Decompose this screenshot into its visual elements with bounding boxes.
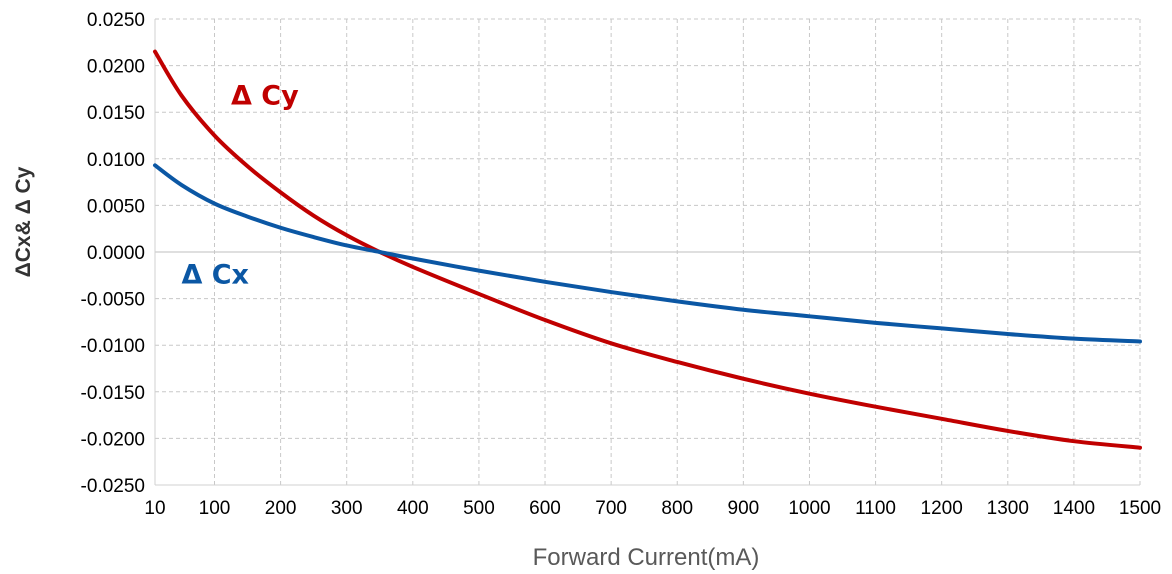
x-tick-label: 100 bbox=[199, 498, 231, 519]
series-label: Δ Cy bbox=[231, 81, 299, 112]
x-tick-label: 500 bbox=[463, 498, 495, 519]
y-tick-label: -0.0150 bbox=[81, 383, 145, 404]
x-tick-label: 700 bbox=[595, 498, 627, 519]
y-tick-label: 0.0200 bbox=[87, 57, 145, 78]
y-tick-label: 0.0250 bbox=[87, 10, 145, 31]
x-tick-labels: 10 100 200 300 400 500 600 700 800 900 1000 1100 120… bbox=[144, 498, 1161, 519]
x-tick-label: 1100 bbox=[855, 498, 896, 519]
x-tick-label: 900 bbox=[728, 498, 760, 519]
series-line bbox=[153, 163, 1142, 344]
x-tick-label: 300 bbox=[331, 498, 363, 519]
y-tick-labels: 0.0250 0.0200 0.0150 0.0100 0.0050 0.0000 -0.0… bbox=[81, 10, 145, 497]
axes bbox=[154, 19, 1140, 486]
x-tick-label: 1000 bbox=[788, 498, 830, 519]
x-tick-label: 1400 bbox=[1053, 498, 1095, 519]
y-tick-label: 0.0050 bbox=[87, 196, 145, 217]
grid bbox=[154, 18, 1141, 486]
x-tick-label: 800 bbox=[661, 498, 693, 519]
x-axis-title: Forward Current(mA) bbox=[533, 544, 760, 571]
x-tick-label: 200 bbox=[265, 498, 297, 519]
y-axis-title: ΔCx& Δ Cy bbox=[12, 166, 35, 277]
x-tick-label: 600 bbox=[529, 498, 561, 519]
y-tick-label: -0.0050 bbox=[81, 290, 145, 311]
x-tick-label: 400 bbox=[397, 498, 429, 519]
x-tick-label: 1200 bbox=[921, 498, 963, 519]
y-tick-label: 0.0150 bbox=[87, 103, 145, 124]
x-tick-label: 10 bbox=[144, 498, 165, 519]
x-tick-label: 1500 bbox=[1119, 498, 1161, 519]
series-label: Δ Cx bbox=[181, 260, 249, 291]
x-tick-label: 1300 bbox=[987, 498, 1029, 519]
y-tick-label: -0.0200 bbox=[81, 429, 145, 450]
series-labels: Δ Cy Δ Cx bbox=[181, 81, 299, 291]
y-tick-label: 0.0100 bbox=[87, 150, 145, 171]
y-tick-label: 0.0000 bbox=[87, 243, 145, 264]
series-lines bbox=[153, 49, 1142, 450]
y-tick-label: -0.0100 bbox=[81, 336, 145, 357]
y-tick-label: -0.0250 bbox=[81, 476, 145, 497]
series-line bbox=[153, 49, 1142, 450]
